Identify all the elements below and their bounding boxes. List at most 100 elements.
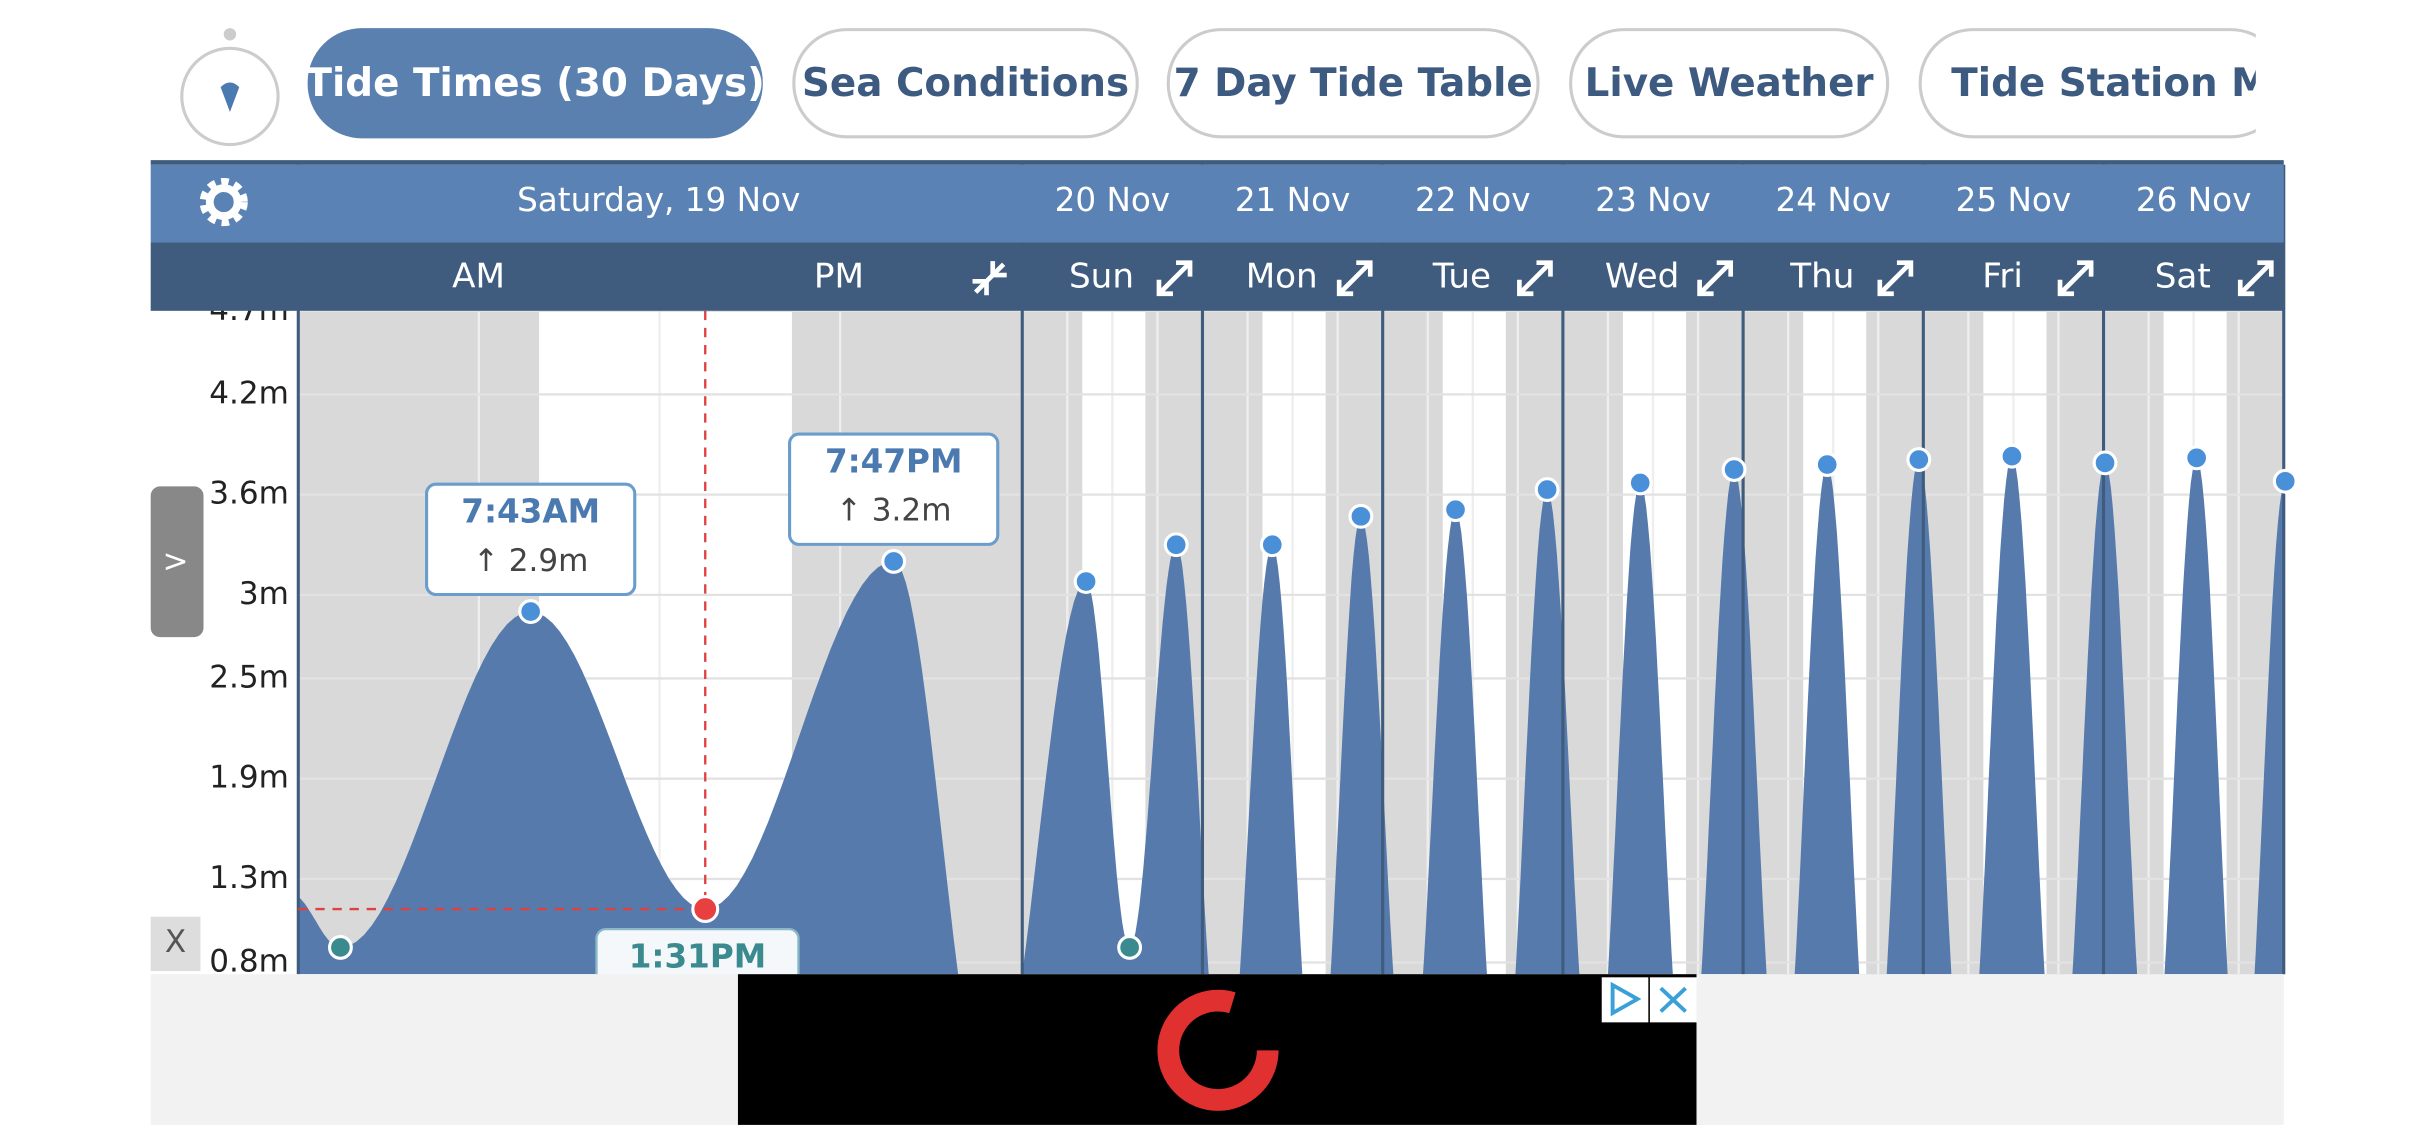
date-label: 24 Nov: [1775, 181, 1891, 219]
current-time-label: 1:31PM: [629, 938, 766, 976]
icon-head: [1336, 260, 1373, 297]
tab[interactable]: 7 Day Tide Table: [1166, 28, 1540, 139]
ad-close-icon: [1659, 986, 1687, 1013]
high-tide-point: [1999, 443, 2025, 469]
expand-icon[interactable]: [2057, 260, 2094, 297]
high-tide-point: [1906, 447, 1932, 472]
date-header: [150, 164, 2284, 243]
expand-icon[interactable]: [1336, 260, 1373, 297]
high-tide-point: [1721, 457, 1747, 482]
compass-button[interactable]: [180, 28, 280, 147]
callout-box: [788, 432, 1000, 546]
side-tab-bg: [150, 486, 204, 638]
date-label: 20 Nov: [1055, 181, 1171, 219]
tab-label: 7 Day Tide Table: [1174, 61, 1533, 106]
night-band: [2284, 311, 2344, 974]
period-label: PM: [814, 257, 864, 297]
side-tab-label: >: [163, 544, 189, 580]
period-label: Sun: [1069, 257, 1134, 297]
tab[interactable]: Tide Times (30 Days): [306, 28, 765, 139]
tab-bg: [792, 28, 1139, 139]
y-tick-label: 1.3m: [209, 860, 289, 896]
y-tick-label: 1.9m: [209, 760, 289, 796]
date-label: 21 Nov: [1235, 181, 1351, 219]
callout-height: ↑ 2.9m: [473, 543, 589, 579]
y-tick-label: 0.8m: [209, 943, 289, 979]
icon-head: [1517, 260, 1553, 297]
y-tick-label: 2.5m: [209, 659, 289, 695]
period-label: Mon: [1246, 257, 1318, 297]
icon-line: [1519, 262, 1551, 294]
tab[interactable]: Tide Station Map: [1918, 28, 2324, 139]
low-tide-point: [691, 895, 720, 924]
icon-head: [2237, 260, 2274, 297]
night-band: [2407, 311, 2436, 974]
expand-icon[interactable]: [1877, 260, 1914, 297]
icon-line: [973, 262, 1006, 294]
expand-icon[interactable]: [2237, 260, 2274, 297]
plot-area: [298, 310, 2436, 975]
high-tide-point: [1814, 452, 1840, 477]
tab-label: Tide Station Map: [1951, 61, 2324, 106]
period-label: Wed: [1605, 257, 1679, 297]
callout-time: 7:47PM: [825, 443, 962, 481]
icon-head: [1156, 260, 1193, 297]
high-tide-point: [1073, 569, 1099, 594]
date-label: 25 Nov: [1956, 181, 2072, 219]
ad-choices[interactable]: [1601, 977, 1649, 1023]
icon-line: [2240, 262, 2272, 294]
high-tide-point: [1163, 532, 1189, 558]
tab-bar: Tide Times (30 Days) Sea Conditions 7 Day …: [306, 28, 2324, 139]
period-label: Fri: [1982, 257, 2023, 297]
icon-line: [1339, 262, 1371, 294]
expand-icon[interactable]: [1156, 260, 1193, 297]
period-label: Thu: [1789, 257, 1854, 297]
icon-line: [1879, 262, 1911, 294]
ad-choices-icon: [1610, 981, 1642, 1017]
tab-label: Sea Conditions: [802, 61, 1129, 106]
tab[interactable]: Sea Conditions: [792, 28, 1139, 139]
tab-bg: [1569, 28, 1890, 139]
side-tab[interactable]: >: [150, 486, 204, 638]
tide-area: [298, 456, 2284, 975]
high-tide-point: [881, 549, 907, 574]
date-label: 23 Nov: [1595, 181, 1711, 219]
header-labels: Saturday, 19 Nov 20 Nov 21 Nov 22 Nov 23 Nov…: [452, 181, 2274, 297]
date-label: 22 Nov: [1415, 181, 1531, 219]
tab-bg: [1918, 28, 2256, 139]
expand-icon[interactable]: [1697, 260, 1734, 297]
tab[interactable]: Live Weather: [1569, 28, 1890, 139]
ad-spinner: [1157, 989, 1279, 1111]
low-tide-point: [1117, 935, 1143, 960]
close-bg: [150, 916, 201, 972]
callout-time: 7:43AM: [461, 493, 600, 531]
high-tide-point: [1348, 503, 1374, 529]
compass-needle: [220, 82, 240, 112]
tab-label: Tide Times (30 Days): [306, 61, 765, 106]
icon-head: [972, 261, 1007, 296]
tide-callout: 7:47PM ↑ 3.2m: [788, 432, 1000, 546]
period-label: AM: [452, 257, 505, 297]
gear-body: [205, 184, 242, 220]
y-tick-label: 3.6m: [209, 476, 289, 512]
icon-head: [2057, 260, 2094, 297]
close-chart[interactable]: X: [150, 916, 201, 972]
high-tide-point: [2272, 468, 2298, 494]
collapse-icon[interactable]: [972, 261, 1007, 296]
high-tide-point: [1443, 497, 1468, 523]
icon-head: [1697, 260, 1734, 297]
icon-line: [2059, 262, 2092, 294]
tab-bg: [1166, 28, 1540, 139]
high-tide-point: [2184, 445, 2210, 471]
compass-tip: [223, 28, 237, 41]
icon-line: [1158, 262, 1191, 294]
tide-callout: 7:43AM ↑ 2.9m: [425, 482, 637, 597]
close-label: X: [165, 924, 186, 960]
tab-label: Live Weather: [1585, 61, 1875, 106]
expand-icon[interactable]: [1517, 260, 1553, 297]
high-tide-point: [1534, 477, 1560, 503]
header-border: [150, 160, 2284, 165]
settings-icon[interactable]: [199, 177, 248, 227]
y-tick-label: 4.2m: [209, 375, 289, 411]
